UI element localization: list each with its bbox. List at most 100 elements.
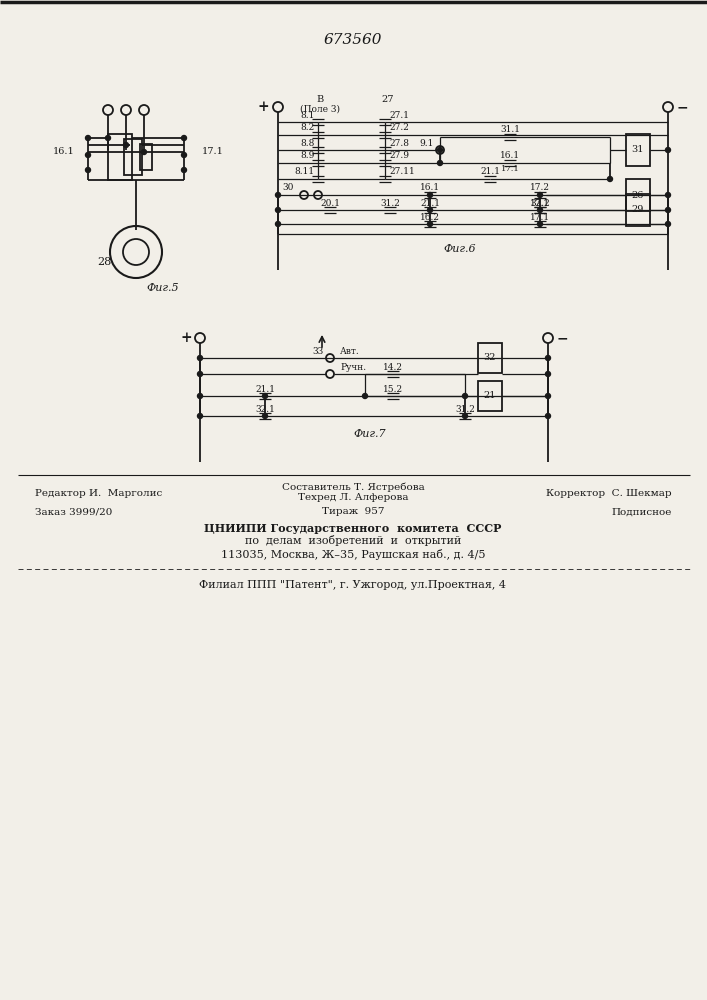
- Text: 16.2: 16.2: [420, 213, 440, 222]
- Text: 21: 21: [484, 391, 496, 400]
- Text: +: +: [180, 331, 192, 345]
- Circle shape: [262, 414, 267, 418]
- Text: Составитель Т. Ястребова: Составитель Т. Ястребова: [281, 482, 424, 492]
- Text: 31.2: 31.2: [455, 404, 475, 414]
- Bar: [124, 139, 142, 175]
- Circle shape: [428, 222, 433, 227]
- Text: Корректор  С. Шекмар: Корректор С. Шекмар: [547, 488, 672, 497]
- Text: 16.1: 16.1: [53, 147, 75, 156]
- Text: Техред Л. Алферова: Техред Л. Алферова: [298, 493, 408, 502]
- Circle shape: [86, 152, 90, 157]
- Circle shape: [124, 142, 129, 147]
- Circle shape: [141, 149, 146, 154]
- Circle shape: [276, 208, 281, 213]
- Text: Ручн.: Ручн.: [340, 362, 366, 371]
- Text: (Поле 3): (Поле 3): [300, 104, 340, 113]
- Bar: [626, 179, 650, 211]
- Text: 16.1: 16.1: [420, 184, 440, 192]
- Text: 113035, Москва, Ж–35, Раушская наб., д. 4/5: 113035, Москва, Ж–35, Раушская наб., д. …: [221, 548, 485, 560]
- Text: Фиг.7: Фиг.7: [354, 429, 386, 439]
- Text: 17.1: 17.1: [530, 198, 550, 208]
- Circle shape: [438, 160, 443, 165]
- Circle shape: [182, 152, 187, 157]
- Text: B: B: [316, 96, 324, 104]
- Text: Редактор И.  Марголис: Редактор И. Марголис: [35, 488, 162, 497]
- Circle shape: [428, 192, 433, 198]
- Text: 32: 32: [484, 354, 496, 362]
- Text: 29: 29: [632, 206, 644, 215]
- Circle shape: [546, 371, 551, 376]
- Circle shape: [665, 192, 670, 198]
- Text: 32.1: 32.1: [255, 404, 275, 414]
- Circle shape: [182, 135, 187, 140]
- Text: 17.1: 17.1: [202, 147, 224, 156]
- Circle shape: [546, 393, 551, 398]
- Bar: [140, 144, 152, 170]
- Circle shape: [105, 135, 110, 140]
- Circle shape: [546, 356, 551, 360]
- Text: 31.2: 31.2: [380, 198, 400, 208]
- Text: Фиг.5: Фиг.5: [146, 283, 179, 293]
- Text: Заказ 3999/20: Заказ 3999/20: [35, 508, 112, 516]
- Text: 17.1: 17.1: [501, 165, 520, 173]
- Text: 30: 30: [282, 184, 293, 192]
- Text: 27.1: 27.1: [389, 110, 409, 119]
- Text: 28: 28: [97, 257, 111, 267]
- Text: 673560: 673560: [324, 33, 382, 47]
- Bar: [478, 343, 502, 373]
- Circle shape: [537, 192, 542, 198]
- Text: 32.2: 32.2: [530, 198, 550, 208]
- Circle shape: [462, 393, 467, 398]
- Text: 21.1: 21.1: [255, 384, 275, 393]
- Text: 15.2: 15.2: [383, 384, 403, 393]
- Text: Авт.: Авт.: [340, 347, 360, 356]
- Text: Подписное: Подписное: [612, 508, 672, 516]
- Circle shape: [665, 208, 670, 213]
- Circle shape: [86, 135, 90, 140]
- Circle shape: [546, 414, 551, 418]
- Text: Фиг.6: Фиг.6: [444, 244, 477, 254]
- Text: 27.9: 27.9: [389, 151, 409, 160]
- Text: 14.2: 14.2: [383, 362, 403, 371]
- Circle shape: [276, 192, 281, 198]
- Circle shape: [607, 176, 612, 182]
- Bar: [626, 194, 650, 226]
- Text: 21.1: 21.1: [480, 167, 500, 176]
- Text: 31.1: 31.1: [500, 125, 520, 134]
- Text: 9.1: 9.1: [420, 138, 434, 147]
- Text: по  делам  изобретений  и  открытий: по делам изобретений и открытий: [245, 536, 461, 546]
- Circle shape: [197, 414, 202, 418]
- Circle shape: [276, 222, 281, 227]
- Bar: [478, 381, 502, 411]
- Circle shape: [86, 167, 90, 172]
- Text: Тираж  957: Тираж 957: [322, 508, 384, 516]
- Text: 8.1: 8.1: [300, 110, 315, 119]
- Circle shape: [262, 393, 267, 398]
- Text: +: +: [257, 100, 269, 114]
- Text: 27.11: 27.11: [389, 167, 415, 176]
- Circle shape: [363, 393, 368, 398]
- Text: 17.2: 17.2: [530, 184, 550, 192]
- Bar: [626, 134, 650, 166]
- Text: 26: 26: [632, 190, 644, 200]
- Text: 20.1: 20.1: [320, 198, 340, 208]
- Circle shape: [428, 208, 433, 213]
- Circle shape: [537, 222, 542, 227]
- Circle shape: [665, 222, 670, 227]
- Text: 17.1: 17.1: [530, 213, 550, 222]
- Text: 27.8: 27.8: [389, 138, 409, 147]
- Text: 21.1: 21.1: [420, 198, 440, 208]
- Text: 31: 31: [632, 145, 644, 154]
- Text: 8.11: 8.11: [295, 167, 315, 176]
- Text: 27.2: 27.2: [389, 123, 409, 132]
- Circle shape: [537, 208, 542, 213]
- Circle shape: [438, 147, 443, 152]
- Text: −: −: [556, 331, 568, 345]
- Text: −: −: [676, 100, 688, 114]
- Circle shape: [462, 414, 467, 418]
- Text: Филиал ППП "Патент", г. Ужгород, ул.Проектная, 4: Филиал ППП "Патент", г. Ужгород, ул.Прое…: [199, 580, 506, 590]
- Circle shape: [182, 167, 187, 172]
- Text: 8.9: 8.9: [300, 151, 315, 160]
- Text: 16.1: 16.1: [500, 151, 520, 160]
- Bar: [108, 134, 132, 180]
